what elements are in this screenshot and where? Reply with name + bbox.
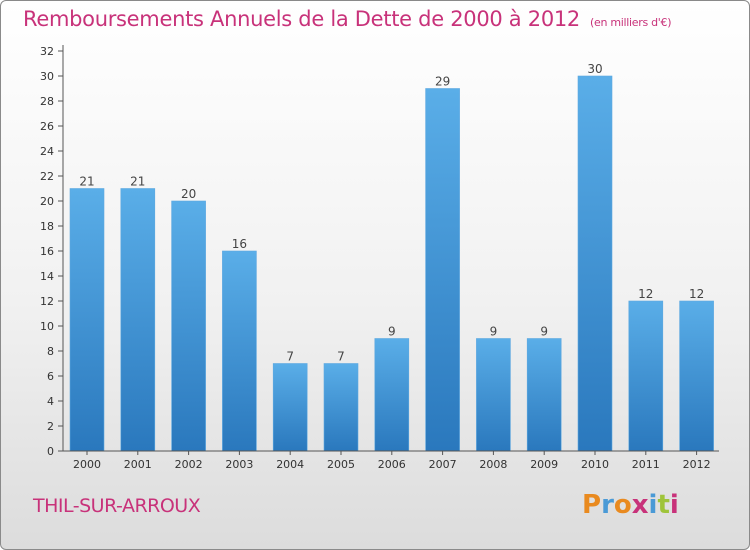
logo-letter: i — [669, 490, 679, 520]
bar-chart: 2120002120012020021620037200472005920062… — [40, 45, 719, 471]
data-label-2012: 12 — [689, 287, 704, 301]
data-label-2000: 21 — [79, 175, 94, 189]
data-label-2006: 9 — [388, 325, 396, 339]
commune-name: THIL-SUR-ARROUX — [33, 495, 201, 517]
y-tick-label-6: 6 — [47, 370, 54, 383]
y-tick-label-16: 16 — [40, 245, 54, 258]
y-tick-label-28: 28 — [40, 95, 54, 108]
bar-2006 — [374, 338, 410, 452]
x-tick-label-2009: 2009 — [530, 458, 558, 471]
y-tick-label-22: 22 — [40, 170, 54, 183]
logo-letter: o — [613, 490, 632, 520]
y-tick-label-26: 26 — [40, 120, 54, 133]
x-tick-label-2003: 2003 — [225, 458, 253, 471]
y-tick-label-8: 8 — [47, 345, 54, 358]
y-tick-label-2: 2 — [47, 420, 54, 433]
y-tick-label-10: 10 — [40, 320, 54, 333]
x-tick-label-2010: 2010 — [581, 458, 609, 471]
logo-letter: t — [657, 490, 670, 520]
data-label-2001: 21 — [130, 175, 145, 189]
chart-units: (en milliers d'€) — [590, 16, 672, 29]
y-tick-label-12: 12 — [40, 295, 54, 308]
y-tick-label-0: 0 — [47, 445, 54, 458]
x-tick-label-2004: 2004 — [276, 458, 304, 471]
x-tick-label-2005: 2005 — [327, 458, 355, 471]
bar-2004 — [272, 363, 308, 452]
data-label-2011: 12 — [638, 287, 653, 301]
y-tick-label-24: 24 — [40, 145, 54, 158]
bar-2005 — [323, 363, 359, 452]
x-tick-label-2011: 2011 — [632, 458, 660, 471]
data-label-2004: 7 — [286, 350, 294, 364]
proxiti-logo[interactable]: Proxiti — [582, 490, 679, 520]
bar-2000 — [69, 188, 105, 452]
x-tick-label-2006: 2006 — [378, 458, 406, 471]
bar-2010 — [577, 75, 613, 452]
y-tick-label-14: 14 — [40, 270, 54, 283]
logo-letter: x — [631, 490, 649, 520]
bar-2009 — [526, 338, 562, 452]
bar-2002 — [171, 200, 206, 452]
chart-title-text: Remboursements Annuels de la Dette de 20… — [23, 7, 580, 31]
x-tick-label-2012: 2012 — [683, 458, 711, 471]
logo-letter: P — [582, 490, 602, 520]
y-tick-label-18: 18 — [40, 220, 54, 233]
data-label-2005: 7 — [337, 350, 345, 364]
data-label-2010: 30 — [587, 62, 602, 76]
x-tick-label-2007: 2007 — [429, 458, 457, 471]
y-tick-label-20: 20 — [40, 195, 54, 208]
data-label-2003: 16 — [232, 237, 247, 251]
bar-2003 — [222, 250, 257, 452]
data-label-2007: 29 — [435, 75, 450, 89]
axes — [58, 45, 719, 455]
data-label-2008: 9 — [490, 325, 498, 339]
bar-2001 — [120, 188, 156, 452]
bar-2007 — [425, 88, 460, 452]
data-label-2009: 9 — [540, 325, 548, 339]
data-label-2002: 20 — [181, 187, 196, 201]
chart-title: Remboursements Annuels de la Dette de 20… — [23, 7, 671, 31]
y-tick-label-32: 32 — [40, 45, 54, 58]
y-tick-label-30: 30 — [40, 70, 54, 83]
bar-2012 — [679, 300, 714, 452]
x-tick-label-2002: 2002 — [175, 458, 203, 471]
bar-2011 — [628, 300, 664, 452]
x-tick-label-2000: 2000 — [73, 458, 101, 471]
y-tick-label-4: 4 — [47, 395, 54, 408]
x-tick-label-2008: 2008 — [479, 458, 507, 471]
bars-layer — [69, 75, 714, 452]
labels-layer: 2120002120012020021620037200472005920062… — [40, 45, 711, 471]
bar-2008 — [476, 338, 511, 452]
logo-letter: i — [648, 490, 658, 520]
logo-letter: r — [601, 490, 614, 520]
x-tick-label-2001: 2001 — [124, 458, 152, 471]
